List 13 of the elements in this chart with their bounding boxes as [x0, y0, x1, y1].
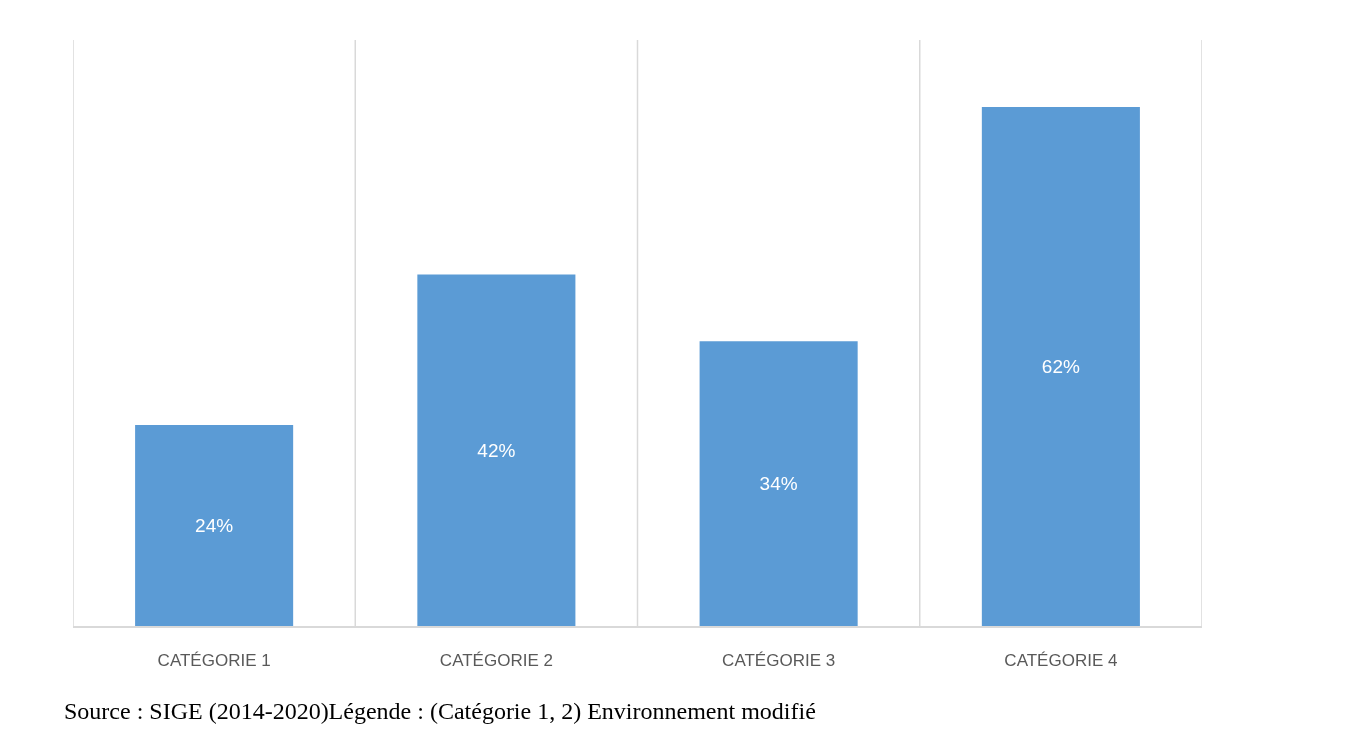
x-tick-label: CATÉGORIE 4 [1004, 651, 1118, 671]
x-tick-label: CATÉGORIE 1 [157, 651, 271, 671]
data-label: 24% [195, 515, 234, 537]
data-label: 42% [477, 439, 516, 461]
data-label: 34% [759, 473, 798, 495]
bar [699, 341, 858, 626]
x-tick-label: CATÉGORIE 3 [722, 651, 836, 671]
source-note: Source : SIGE (2014-2020)Légende : (Catégorie 1, 2) Environnement modifié [64, 698, 816, 724]
bar [981, 106, 1140, 626]
x-tick-label: CATÉGORIE 2 [439, 651, 553, 671]
bar [135, 425, 294, 626]
data-label: 62% [1041, 355, 1080, 377]
bar [417, 274, 576, 626]
